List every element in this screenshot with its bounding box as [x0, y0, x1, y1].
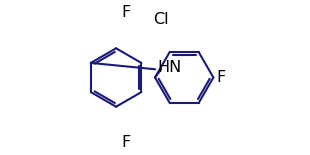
Text: Cl: Cl	[153, 12, 169, 27]
Text: F: F	[121, 5, 131, 20]
Text: F: F	[121, 135, 131, 150]
Text: F: F	[216, 70, 226, 85]
Text: HN: HN	[157, 60, 182, 75]
